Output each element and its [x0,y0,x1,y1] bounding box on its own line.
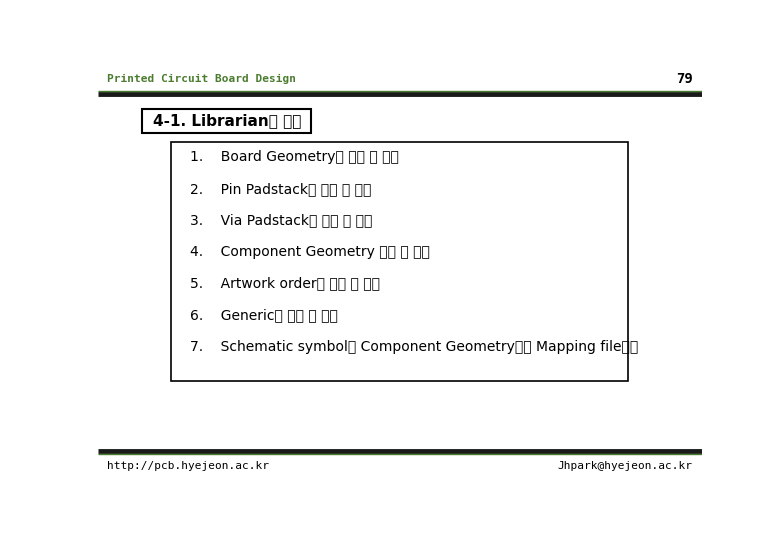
Bar [98,65,702,94]
FancyBboxPatch shape [171,142,629,381]
Text: 4.    Component Geometry 생성 및 변경: 4. Component Geometry 생성 및 변경 [190,245,431,259]
Text: 5.    Artwork order의 생성 및 변경: 5. Artwork order의 생성 및 변경 [190,276,381,291]
Text: 1.    Board Geometry의 생성 및 변경: 1. Board Geometry의 생성 및 변경 [190,150,399,164]
Text: 6.    Generic의 생성 및 변경: 6. Generic의 생성 및 변경 [190,308,339,322]
Text: http://pcb.hyejeon.ac.kr: http://pcb.hyejeon.ac.kr [107,461,269,471]
Text: 79: 79 [676,72,693,86]
FancyBboxPatch shape [143,110,311,132]
Text: 4-1. Librarian의 기능: 4-1. Librarian의 기능 [153,113,301,129]
Text: 7.    Schematic symbol과 Component Geometry간의 Mapping file작성: 7. Schematic symbol과 Component Geometry간… [190,340,639,354]
Bar [98,451,702,481]
Text: 2.    Pin Padstack의 생성 및 변경: 2. Pin Padstack의 생성 및 변경 [190,182,372,196]
Text: 3.    Via Padstack의 생성 및 변경: 3. Via Padstack의 생성 및 변경 [190,213,373,227]
Text: Jhpark@hyejeon.ac.kr: Jhpark@hyejeon.ac.kr [558,461,693,471]
Text: Printed Circuit Board Design: Printed Circuit Board Design [107,75,296,84]
